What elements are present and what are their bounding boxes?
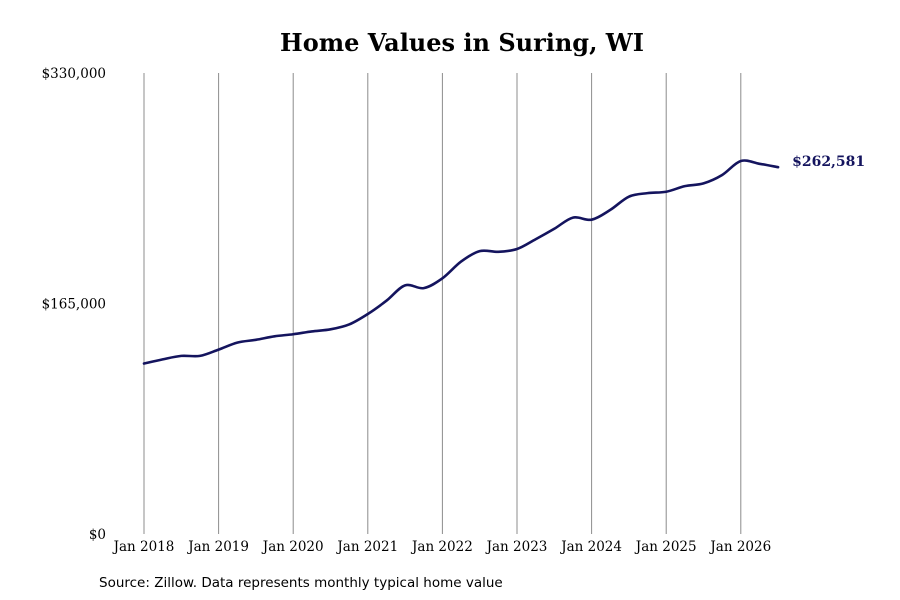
series-line (142, 159, 780, 365)
source-note: Source: Zillow. Data represents monthly … (99, 575, 503, 591)
x-tick-label: Jan 2025 (634, 539, 697, 555)
x-tick-label: Jan 2023 (485, 539, 548, 555)
x-tick-label: Jan 2024 (559, 539, 622, 555)
x-tick-label: Jan 2018 (112, 539, 175, 555)
y-axis-ticks: $0 $165,000 $330,000 (42, 66, 106, 543)
end-value-label: $262,581 (792, 154, 865, 170)
x-tick-label: Jan 2026 (708, 539, 771, 555)
x-axis-ticks: Jan 2018 Jan 2019 Jan 2020 Jan 2021 Jan 2022… (112, 539, 772, 555)
x-tick-label: Jan 2022 (410, 539, 473, 555)
y-tick-label: $165,000 (42, 297, 106, 313)
x-tick-label: Jan 2019 (186, 539, 249, 555)
x-tick-label: Jan 2021 (335, 539, 398, 555)
series-layer (142, 159, 780, 365)
gridlines (143, 73, 742, 534)
chart-title: Home Values in Suring, WI (280, 28, 644, 57)
y-tick-label: $0 (89, 527, 106, 543)
x-tick-label: Jan 2020 (261, 539, 324, 555)
y-tick-label: $330,000 (42, 66, 106, 82)
